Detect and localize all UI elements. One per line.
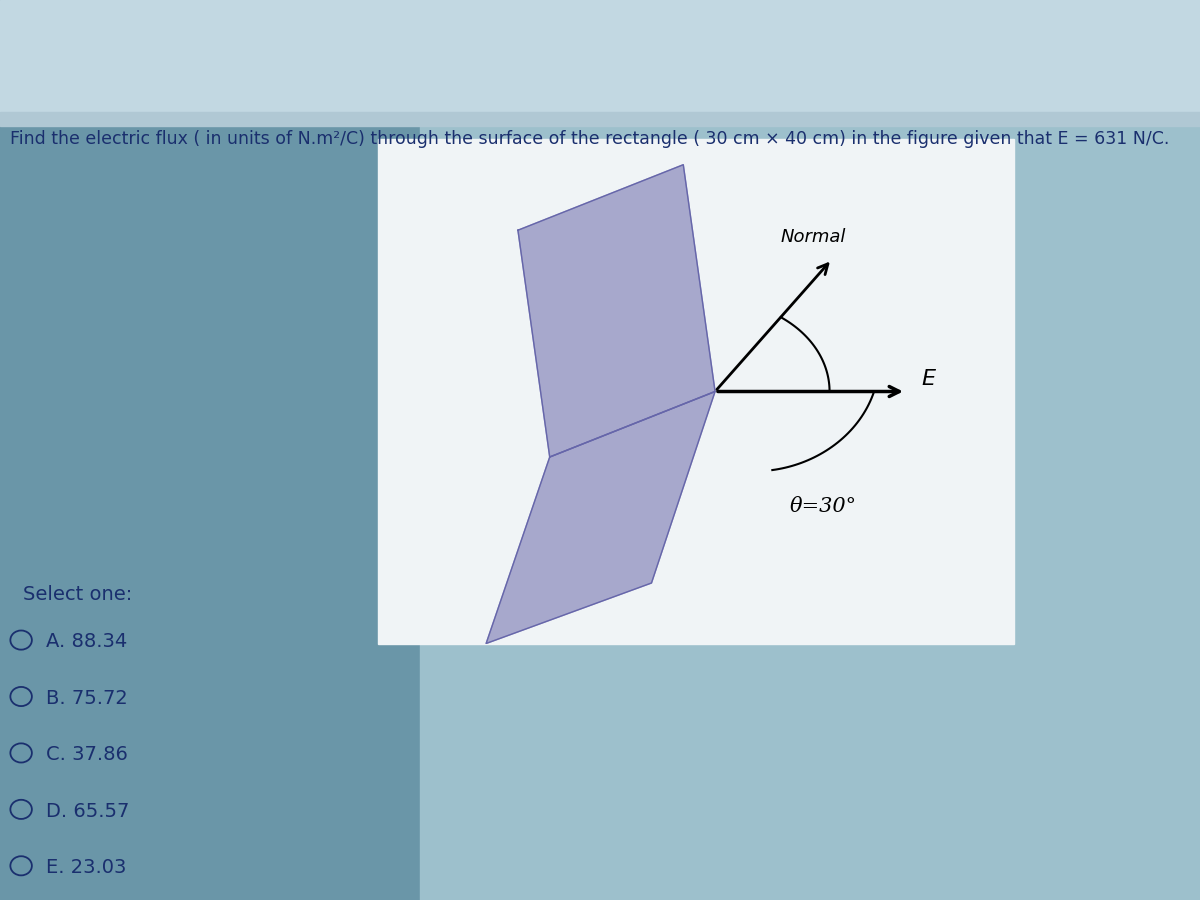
Text: Find the electric flux ( in units of N.m²/C) through the surface of the rectangl: Find the electric flux ( in units of N.m… <box>10 130 1169 148</box>
Polygon shape <box>486 392 715 644</box>
Text: Select one:: Select one: <box>23 585 132 605</box>
Text: D. 65.57: D. 65.57 <box>46 802 130 821</box>
Bar <box>378 140 1014 644</box>
Text: E. 23.03: E. 23.03 <box>46 858 126 877</box>
Bar <box>0 0 420 900</box>
Text: B. 75.72: B. 75.72 <box>46 688 128 707</box>
Text: θ=30°: θ=30° <box>790 498 857 517</box>
Bar <box>0 0 1200 112</box>
Polygon shape <box>518 165 715 457</box>
Bar <box>0 112 1200 126</box>
Text: Normal: Normal <box>780 228 846 246</box>
Text: E: E <box>922 369 936 389</box>
Text: A. 88.34: A. 88.34 <box>46 633 127 652</box>
Bar <box>420 0 1200 900</box>
Text: C. 37.86: C. 37.86 <box>46 745 128 764</box>
